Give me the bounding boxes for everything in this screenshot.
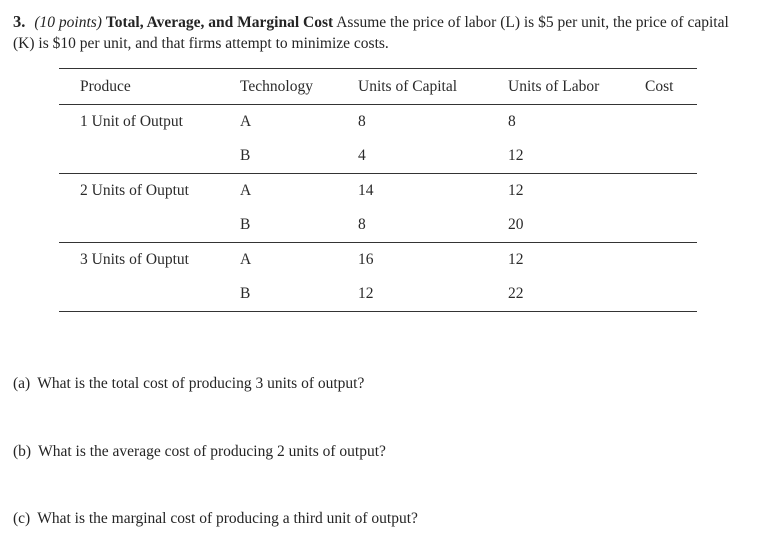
- problem-body-text: Assume the price of labor (L) is $5 per …: [13, 14, 729, 52]
- question-a-text: What is the total cost of producing 3 un…: [37, 375, 365, 392]
- table-cell-capital: 16: [358, 250, 374, 268]
- table-cell-cost: [624, 139, 697, 174]
- problem-title: Total, Average, and Marginal Cost: [105, 14, 334, 31]
- table-row: 1 Unit of Output A 8 8: [59, 105, 697, 139]
- question-c: (c) What is the marginal cost of produci…: [13, 509, 753, 529]
- table-header-row: Produce Technology Units of Capital Unit…: [59, 68, 697, 105]
- table-cell-labor: 12: [508, 181, 524, 199]
- table-cell-produce: [59, 139, 219, 174]
- question-c-text: What is the marginal cost of producing a…: [37, 510, 418, 527]
- question-a: (a) What is the total cost of producing …: [13, 374, 753, 394]
- problem-statement: 3. (10 points) Total, Average, and Margin…: [13, 11, 745, 54]
- table-cell-labor: 22: [508, 284, 524, 302]
- table-cell-capital: 4: [358, 146, 366, 164]
- table-cell-cost: [624, 277, 697, 312]
- question-b-text: What is the average cost of producing 2 …: [38, 443, 386, 460]
- table-cell-capital: 12: [358, 284, 374, 302]
- table-cell-produce: [59, 277, 219, 312]
- table-cell-produce: [59, 208, 219, 243]
- table-row: B 8 20: [59, 208, 697, 243]
- table-cell-labor: 12: [508, 146, 524, 164]
- question-b-label: (b): [13, 443, 32, 460]
- table-row: B 4 12: [59, 139, 697, 174]
- table-cell-technology: A: [240, 250, 252, 268]
- question-a-label: (a): [13, 375, 31, 392]
- table-cell-cost: [624, 174, 697, 208]
- table-row: B 12 22: [59, 277, 697, 312]
- column-header-units-of-capital: Units of Capital: [358, 77, 458, 95]
- table-cell-technology: B: [240, 215, 251, 233]
- table-cell-produce: 2 Units of Ouptut: [80, 181, 189, 199]
- table-cell-technology: A: [240, 112, 252, 130]
- table-cell-capital: 8: [358, 215, 366, 233]
- table-row: 2 Units of Ouptut A 14 12: [59, 174, 697, 208]
- table-cell-cost: [624, 243, 697, 277]
- column-header-produce: Produce: [80, 77, 131, 95]
- problem-points: (10 points): [34, 14, 102, 31]
- table-cell-produce: 3 Units of Ouptut: [80, 250, 189, 268]
- column-header-technology: Technology: [240, 77, 313, 95]
- table-cell-labor: 12: [508, 250, 524, 268]
- table-cell-technology: A: [240, 181, 252, 199]
- column-header-cost: Cost: [645, 77, 674, 95]
- cost-table: Produce Technology Units of Capital Unit…: [59, 68, 697, 312]
- question-b: (b) What is the average cost of producin…: [13, 442, 753, 462]
- question-c-label: (c): [13, 510, 31, 527]
- table-cell-cost: [624, 105, 697, 139]
- table-cell-labor: 20: [508, 215, 524, 233]
- table-cell-capital: 8: [358, 112, 366, 130]
- table-cell-cost: [624, 208, 697, 243]
- table-cell-technology: B: [240, 146, 251, 164]
- table-cell-technology: B: [240, 284, 251, 302]
- table-cell-capital: 14: [358, 181, 374, 199]
- table-cell-labor: 8: [508, 112, 516, 130]
- table-row: 3 Units of Ouptut A 16 12: [59, 243, 697, 277]
- problem-number: 3.: [13, 12, 26, 31]
- column-header-units-of-labor: Units of Labor: [508, 77, 600, 95]
- table-cell-produce: 1 Unit of Output: [80, 112, 183, 130]
